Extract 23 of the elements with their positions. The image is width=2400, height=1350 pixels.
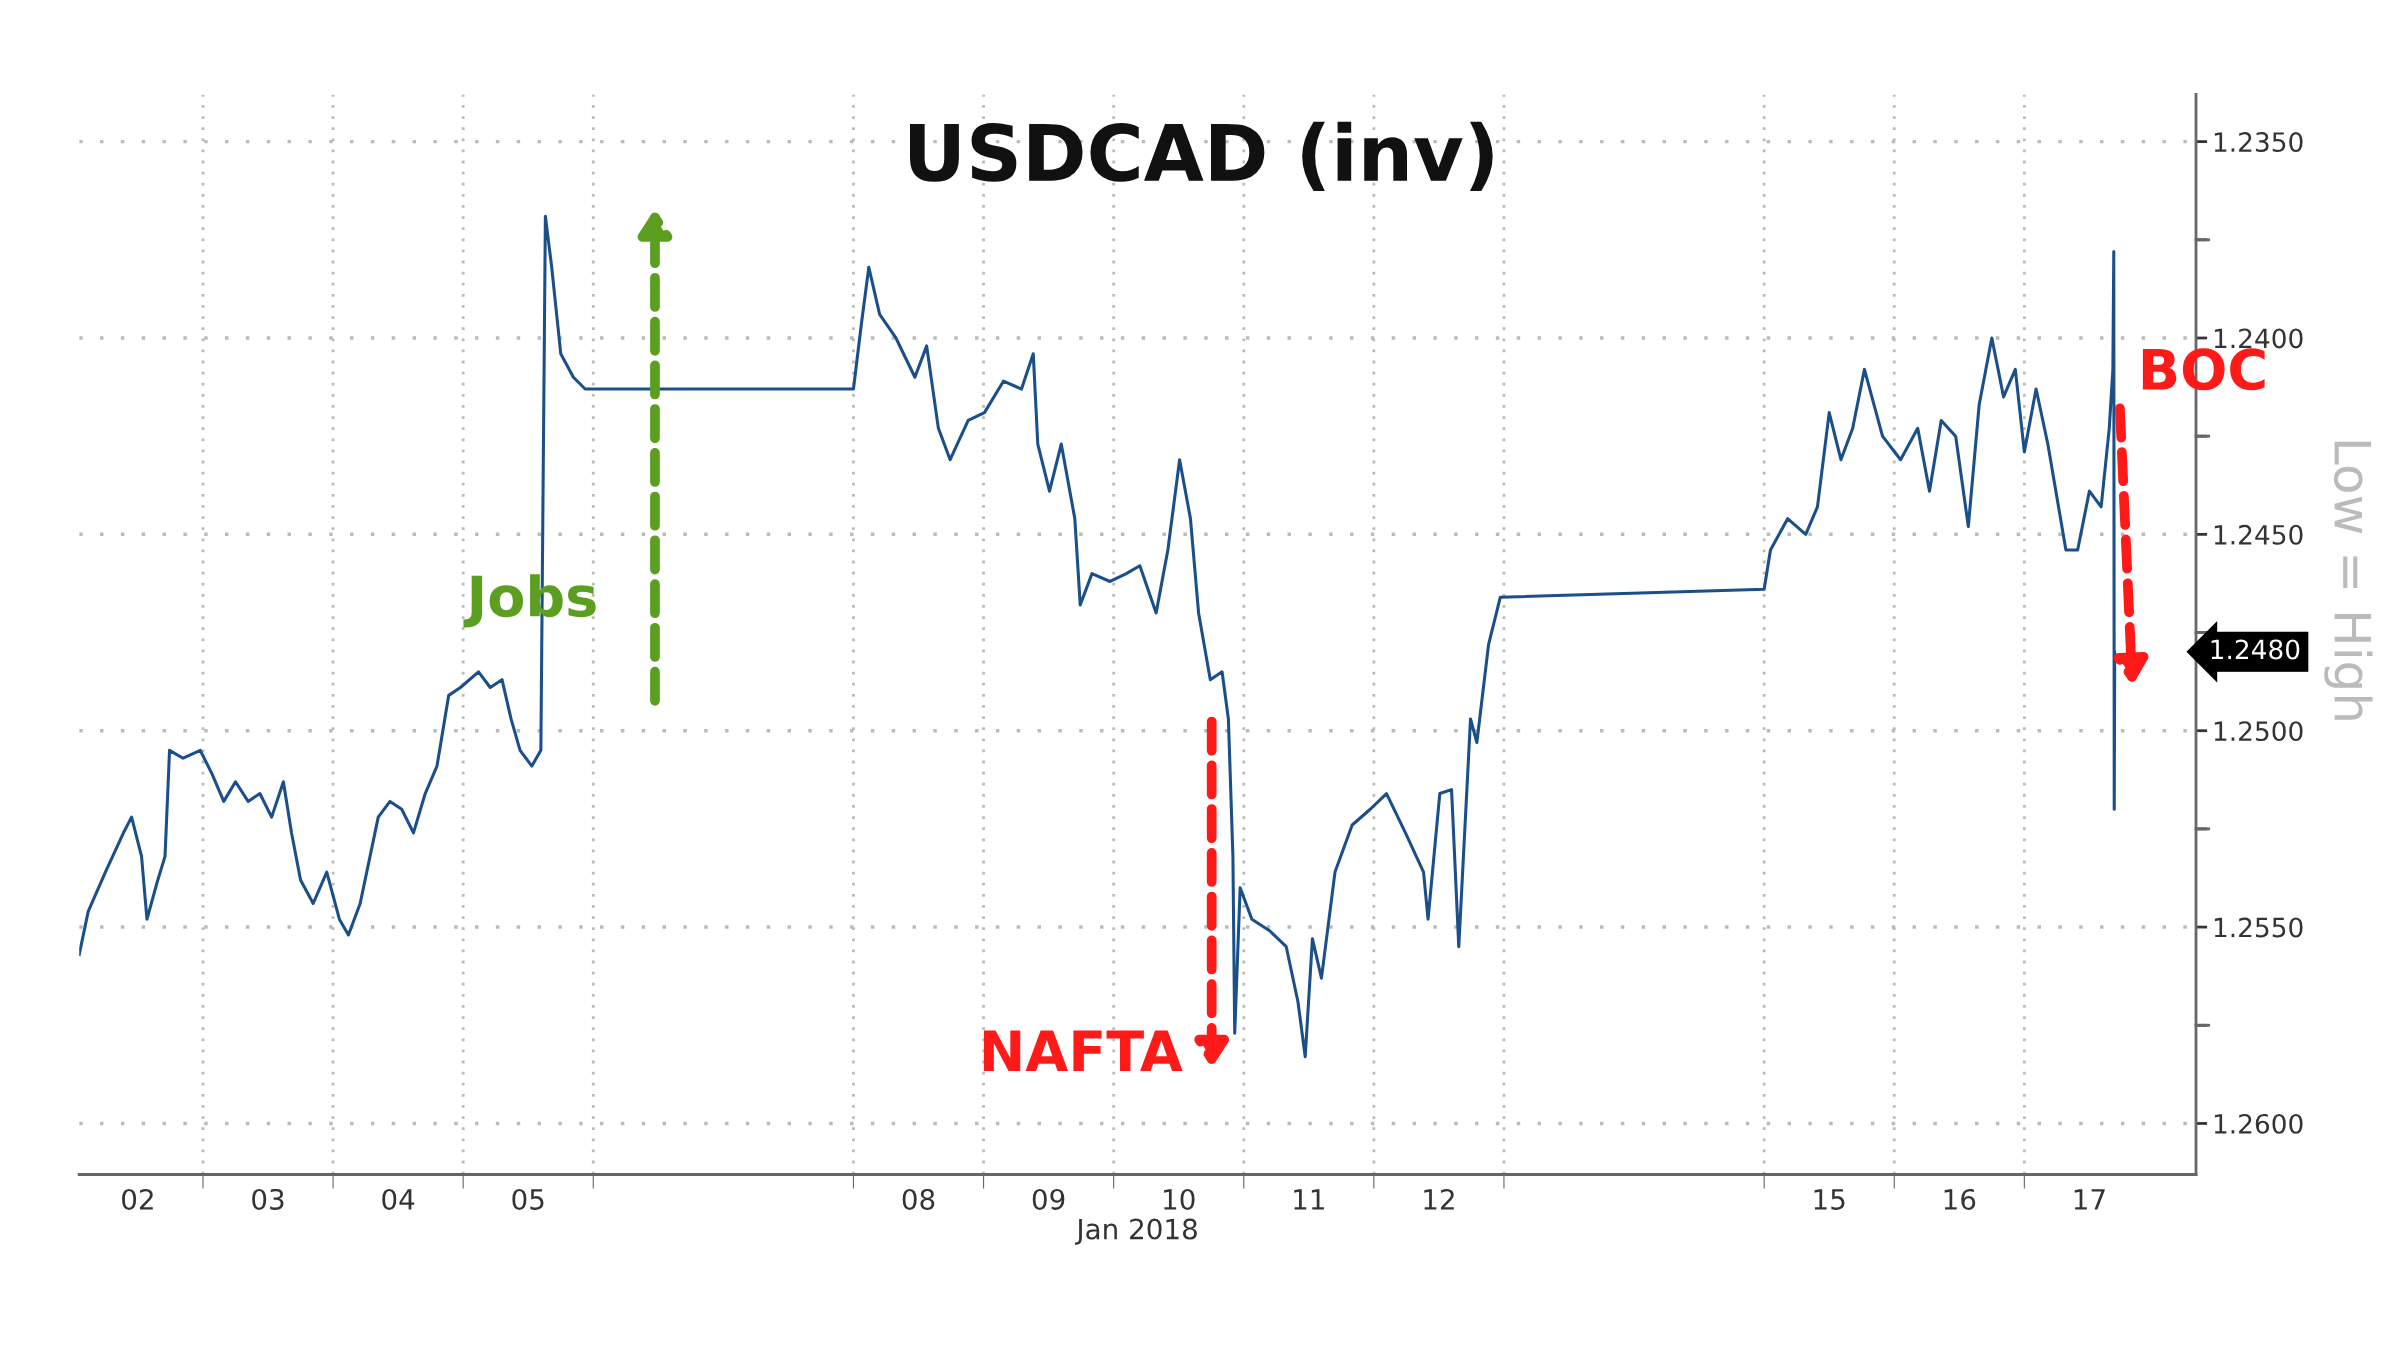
x-tick-label: 17 [2074, 1189, 2105, 1210]
x-tick-label: 12 [1424, 1188, 1454, 1210]
y-tick-label: 1.2600 [2214, 1113, 2303, 1134]
x-tick-label: 10 [1164, 1188, 1195, 1210]
x-tick-label: 11 [1294, 1189, 1324, 1210]
x-tick-label: 15 [1814, 1189, 1845, 1210]
y-tick-label: 1.2350 [2214, 132, 2303, 153]
x-axis-title: Jan 2018 [1074, 1218, 1197, 1245]
text: 1.2480 [2211, 639, 2300, 660]
x-tick-label: 02 [122, 1188, 153, 1210]
x-tick-label: 08 [902, 1188, 935, 1210]
text: Low = High [2324, 441, 2373, 720]
annotation: NAFTA [983, 1030, 1183, 1072]
x-tick-label: 03 [252, 1188, 284, 1210]
y-tick-label: 1.2450 [2214, 524, 2303, 545]
y-tick-label: 1.2500 [2214, 721, 2303, 742]
x-tick-label: 16 [1944, 1188, 1976, 1210]
chart-title: USDCAD (inv) [910, 121, 1493, 192]
x-tick-label: 05 [512, 1188, 544, 1210]
y-tick-label: 1.2550 [2214, 917, 2303, 938]
y-tick-label: 1.2400 [2214, 328, 2303, 349]
x-tick-label: 09 [1032, 1188, 1065, 1210]
x-tick-label: 04 [382, 1188, 415, 1210]
